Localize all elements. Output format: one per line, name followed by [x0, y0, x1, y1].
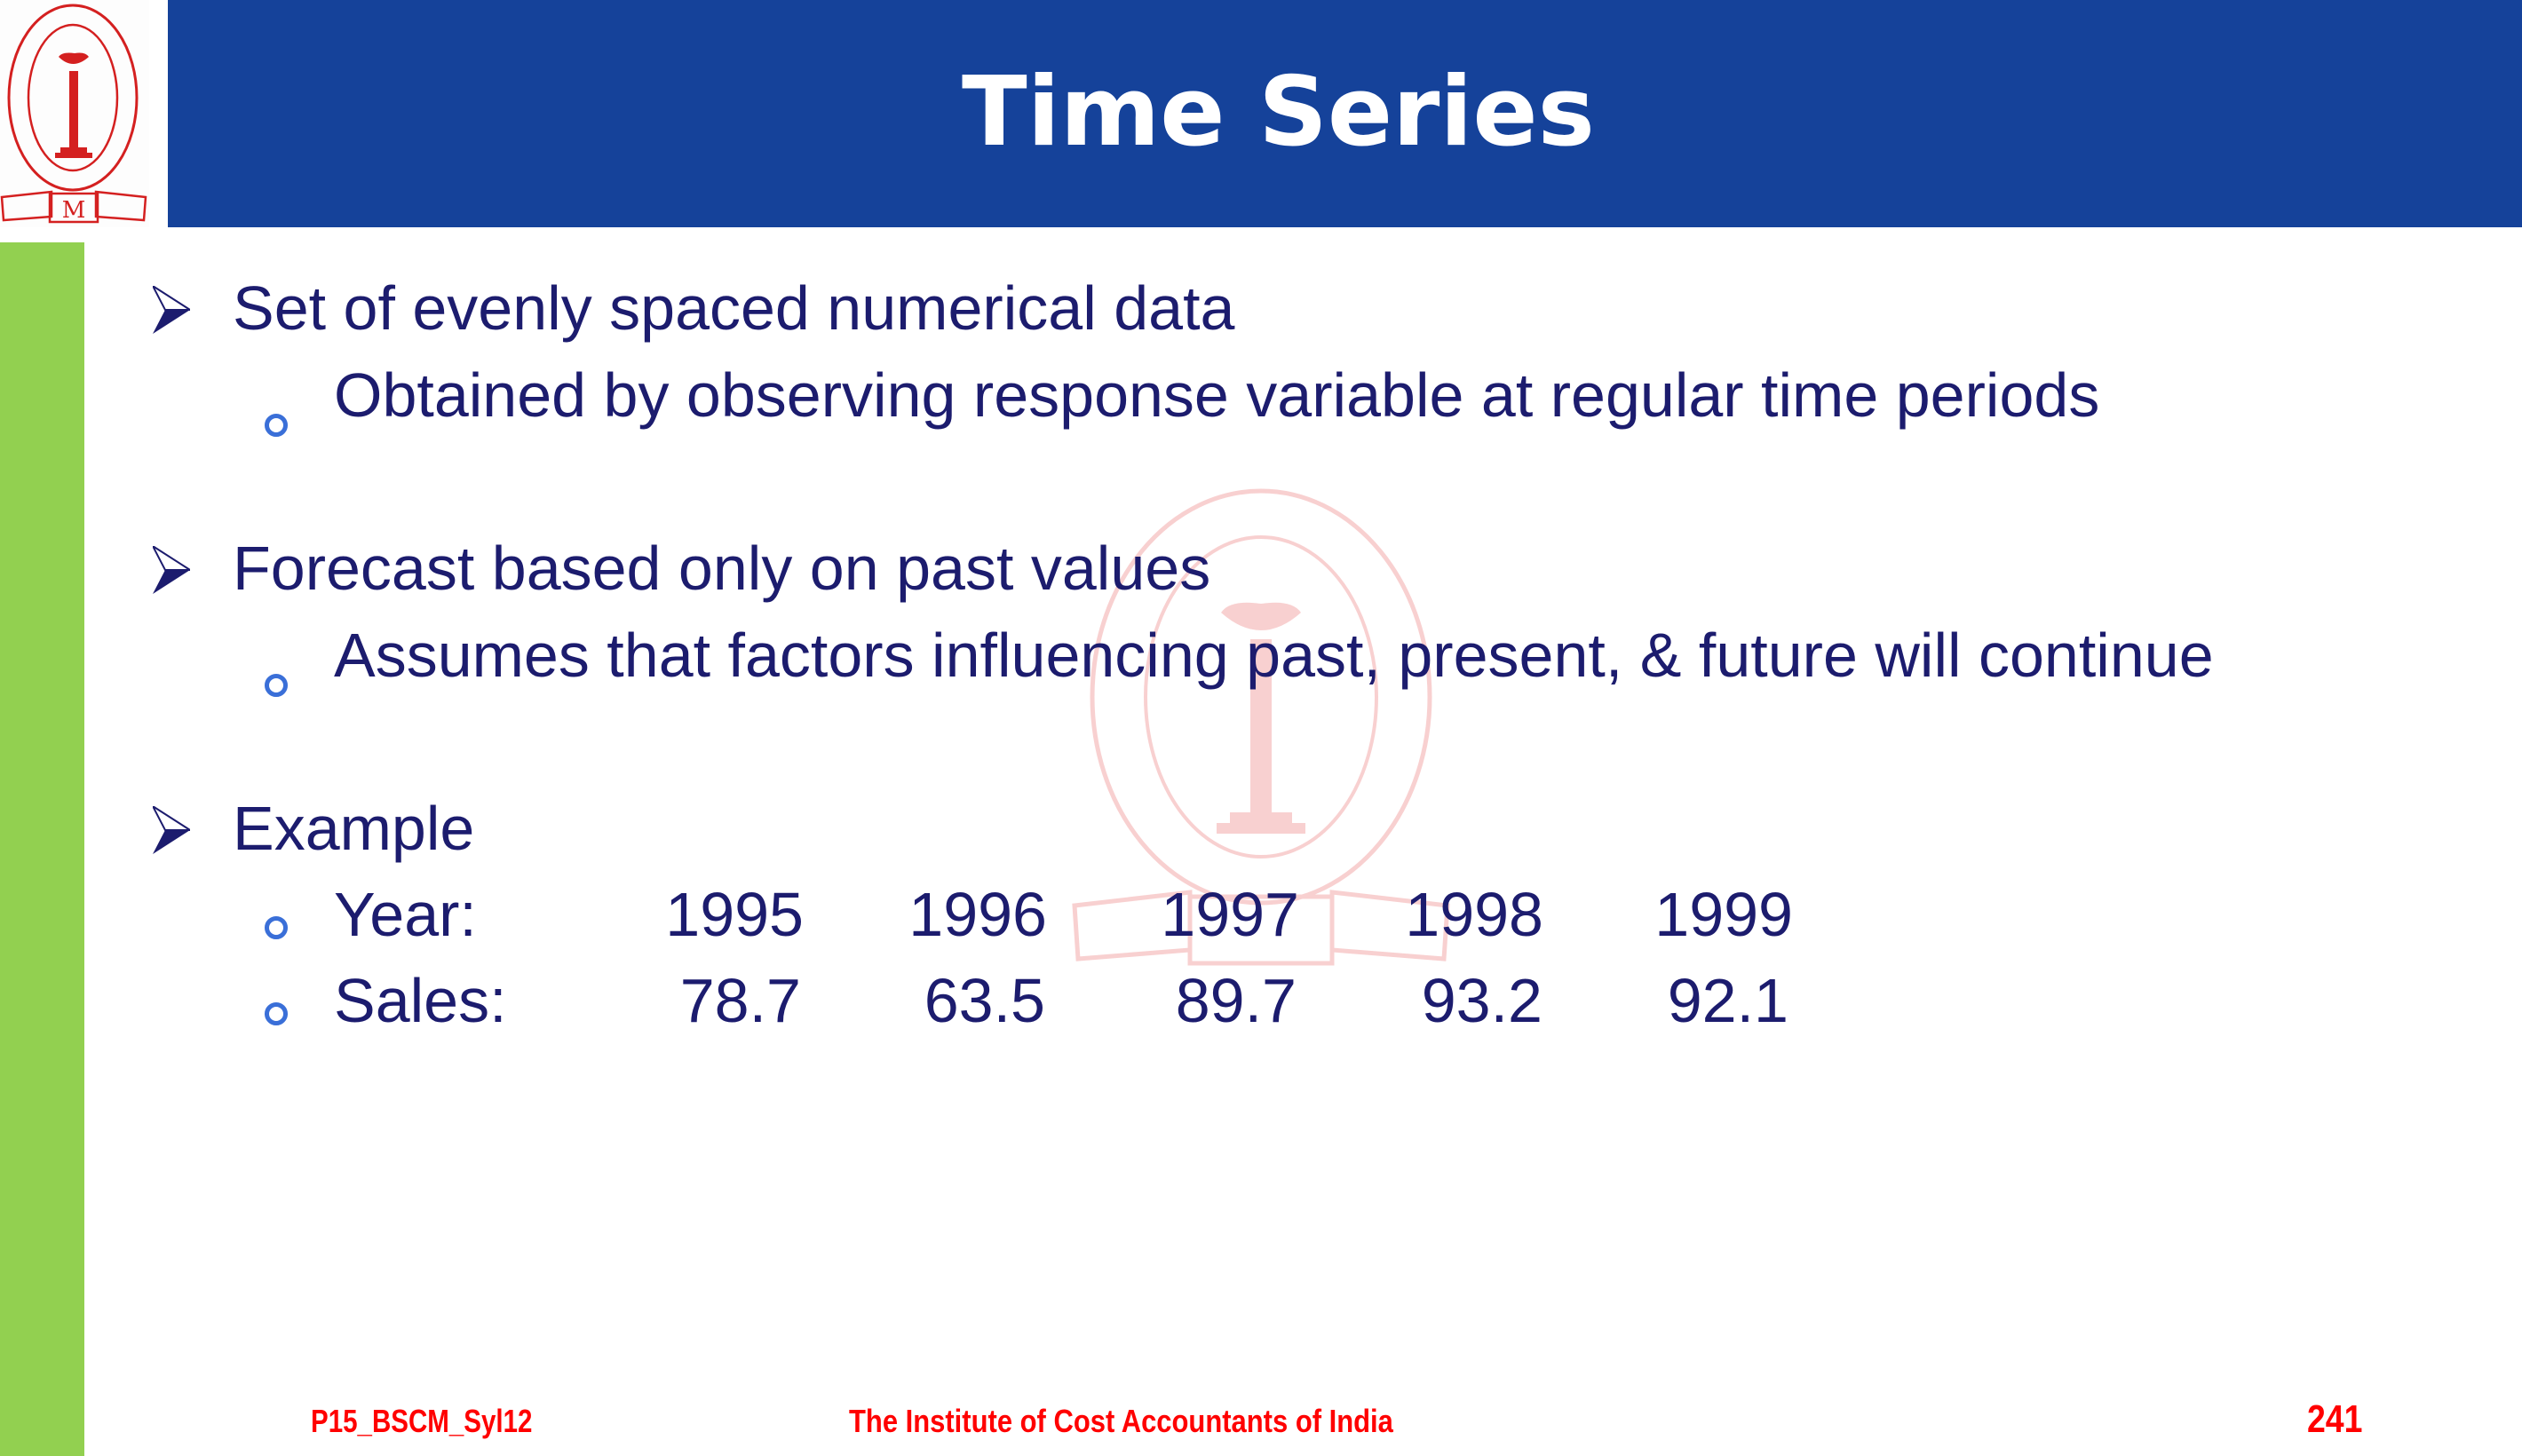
arrow-bullet-icon	[153, 286, 190, 334]
institute-logo: M	[0, 0, 149, 227]
year-value: 1995	[665, 880, 804, 949]
circle-bullet-icon	[265, 916, 288, 939]
title-bar: Time Series	[168, 0, 2522, 227]
bullet-text: Forecast based only on past values	[233, 534, 1211, 603]
svg-text:M: M	[62, 197, 86, 224]
circle-bullet-icon	[265, 1002, 288, 1025]
bullet-text: Example	[233, 794, 475, 863]
bullet-text: Set of evenly spaced numerical data	[233, 273, 1235, 343]
side-accent-bar	[0, 242, 84, 1456]
sales-value: 92.1	[1667, 966, 1788, 1035]
slide-title: Time Series	[962, 57, 1595, 168]
year-label: Year:	[334, 880, 477, 949]
circle-bullet-icon	[265, 414, 288, 437]
year-value: 1997	[1161, 880, 1299, 949]
logo-watermark	[1072, 488, 1450, 966]
sales-value: 89.7	[1175, 966, 1297, 1035]
year-value: 1998	[1405, 880, 1543, 949]
sub-bullet-text: Assumes that factors influencing past, p…	[334, 621, 2214, 690]
year-value: 1996	[908, 880, 1047, 949]
sub-bullet-text: Obtained by observing response variable …	[334, 360, 2100, 430]
sales-label: Sales:	[334, 966, 507, 1035]
arrow-bullet-icon	[153, 546, 190, 594]
circle-bullet-icon	[265, 674, 288, 697]
page-number: 241	[2307, 1397, 2363, 1441]
arrow-bullet-icon	[153, 806, 190, 854]
footer-course-code: P15_BSCM_Syl12	[311, 1403, 533, 1439]
sales-value: 78.7	[679, 966, 801, 1035]
sales-value: 63.5	[924, 966, 1045, 1035]
footer-institute: The Institute of Cost Accountants of Ind…	[849, 1403, 1393, 1439]
year-value: 1999	[1654, 880, 1793, 949]
sales-value: 93.2	[1421, 966, 1543, 1035]
